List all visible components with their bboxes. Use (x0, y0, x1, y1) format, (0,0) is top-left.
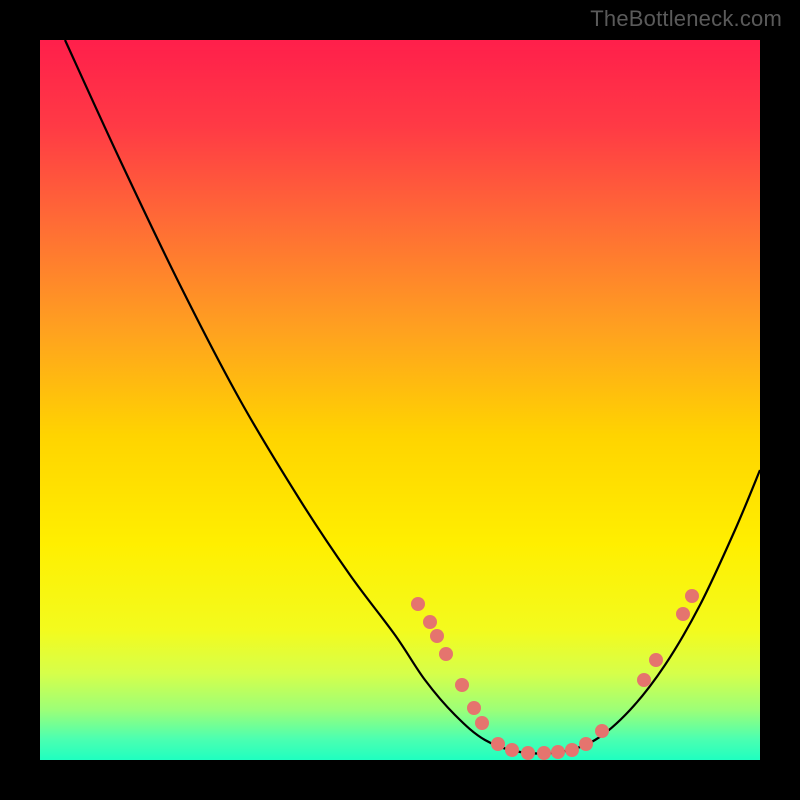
bottleneck-chart (0, 0, 800, 800)
data-marker (475, 716, 489, 730)
data-marker (685, 589, 699, 603)
data-marker (430, 629, 444, 643)
data-marker (505, 743, 519, 757)
data-marker (649, 653, 663, 667)
data-marker (676, 607, 690, 621)
data-marker (423, 615, 437, 629)
data-marker (565, 743, 579, 757)
data-marker (595, 724, 609, 738)
data-marker (411, 597, 425, 611)
data-marker (439, 647, 453, 661)
plot-area-background (40, 40, 760, 760)
data-marker (467, 701, 481, 715)
data-marker (551, 745, 565, 759)
data-marker (537, 746, 551, 760)
data-marker (637, 673, 651, 687)
data-marker (579, 737, 593, 751)
data-marker (455, 678, 469, 692)
chart-container: TheBottleneck.com (0, 0, 800, 800)
data-marker (491, 737, 505, 751)
watermark-text: TheBottleneck.com (590, 6, 782, 32)
data-marker (521, 746, 535, 760)
